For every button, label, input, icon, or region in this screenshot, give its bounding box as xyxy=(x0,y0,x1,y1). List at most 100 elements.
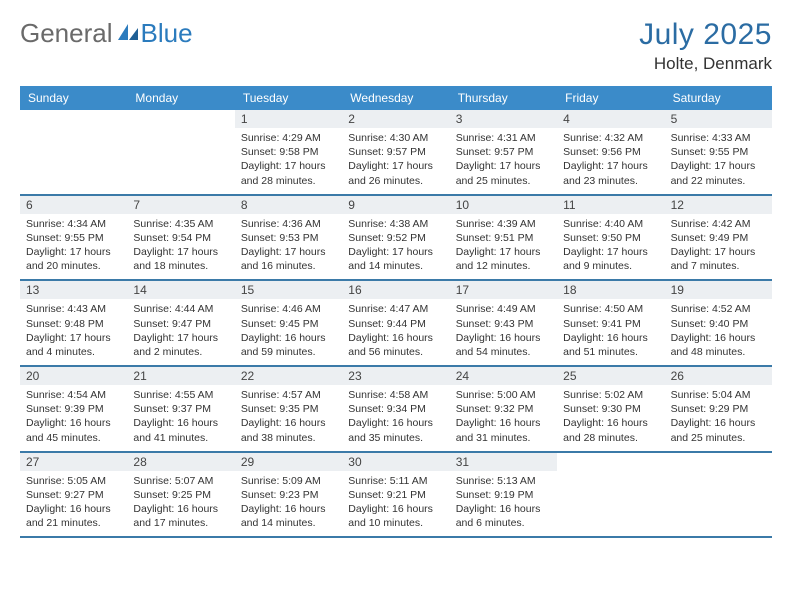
day-cell: 14Sunrise: 4:44 AMSunset: 9:47 PMDayligh… xyxy=(127,281,234,365)
day-number: 5 xyxy=(665,110,772,128)
sunset-text: Sunset: 9:27 PM xyxy=(26,488,121,502)
sunset-text: Sunset: 9:34 PM xyxy=(348,402,443,416)
sunrise-text: Sunrise: 5:11 AM xyxy=(348,474,443,488)
day-details: Sunrise: 4:33 AMSunset: 9:55 PMDaylight:… xyxy=(665,128,772,194)
sunrise-text: Sunrise: 4:47 AM xyxy=(348,302,443,316)
day-number: 31 xyxy=(450,453,557,471)
daylight-text: Daylight: 16 hours and 28 minutes. xyxy=(563,416,658,444)
day-cell: 1Sunrise: 4:29 AMSunset: 9:58 PMDaylight… xyxy=(235,110,342,194)
calendar: SundayMondayTuesdayWednesdayThursdayFrid… xyxy=(20,86,772,538)
sunset-text: Sunset: 9:45 PM xyxy=(241,317,336,331)
day-details: Sunrise: 4:30 AMSunset: 9:57 PMDaylight:… xyxy=(342,128,449,194)
day-number: 26 xyxy=(665,367,772,385)
weekday-header: Tuesday xyxy=(235,86,342,110)
weekday-header: Saturday xyxy=(665,86,772,110)
daylight-text: Daylight: 17 hours and 7 minutes. xyxy=(671,245,766,273)
day-number: 29 xyxy=(235,453,342,471)
day-number: 28 xyxy=(127,453,234,471)
sunrise-text: Sunrise: 5:02 AM xyxy=(563,388,658,402)
daylight-text: Daylight: 16 hours and 17 minutes. xyxy=(133,502,228,530)
day-cell: 27Sunrise: 5:05 AMSunset: 9:27 PMDayligh… xyxy=(20,453,127,537)
day-number: 9 xyxy=(342,196,449,214)
sunset-text: Sunset: 9:57 PM xyxy=(348,145,443,159)
day-cell: 3 Sunrise: 4:31 AMSunset: 9:57 PMDaylight… xyxy=(450,110,557,194)
month-title: July 2025 xyxy=(639,18,772,52)
day-cell: 31Sunrise: 5:13 AMSunset: 9:19 PMDayligh… xyxy=(450,453,557,537)
day-number: 11 xyxy=(557,196,664,214)
day-details: Sunrise: 4:49 AMSunset: 9:43 PMDaylight:… xyxy=(450,299,557,365)
day-number: 8 xyxy=(235,196,342,214)
sunrise-text: Sunrise: 4:52 AM xyxy=(671,302,766,316)
week-row: 6Sunrise: 4:34 AMSunset: 9:55 PMDaylight… xyxy=(20,196,772,282)
sunrise-text: Sunrise: 4:31 AM xyxy=(456,131,551,145)
day-number: 30 xyxy=(342,453,449,471)
daylight-text: Daylight: 16 hours and 56 minutes. xyxy=(348,331,443,359)
logo: General Blue xyxy=(20,18,193,49)
daylight-text: Daylight: 16 hours and 54 minutes. xyxy=(456,331,551,359)
daylight-text: Daylight: 17 hours and 18 minutes. xyxy=(133,245,228,273)
day-number: 2 xyxy=(342,110,449,128)
day-cell: 7Sunrise: 4:35 AMSunset: 9:54 PMDaylight… xyxy=(127,196,234,280)
day-cell: 20Sunrise: 4:54 AMSunset: 9:39 PMDayligh… xyxy=(20,367,127,451)
sunset-text: Sunset: 9:57 PM xyxy=(456,145,551,159)
day-cell: 29Sunrise: 5:09 AMSunset: 9:23 PMDayligh… xyxy=(235,453,342,537)
day-cell: 18Sunrise: 4:50 AMSunset: 9:41 PMDayligh… xyxy=(557,281,664,365)
daylight-text: Daylight: 16 hours and 35 minutes. xyxy=(348,416,443,444)
day-number: 21 xyxy=(127,367,234,385)
sunset-text: Sunset: 9:44 PM xyxy=(348,317,443,331)
day-details: Sunrise: 5:02 AMSunset: 9:30 PMDaylight:… xyxy=(557,385,664,451)
day-details: Sunrise: 5:04 AMSunset: 9:29 PMDaylight:… xyxy=(665,385,772,451)
day-number: 7 xyxy=(127,196,234,214)
sunset-text: Sunset: 9:41 PM xyxy=(563,317,658,331)
daylight-text: Daylight: 17 hours and 14 minutes. xyxy=(348,245,443,273)
day-number: 16 xyxy=(342,281,449,299)
daylight-text: Daylight: 17 hours and 25 minutes. xyxy=(456,159,551,187)
day-cell: 28Sunrise: 5:07 AMSunset: 9:25 PMDayligh… xyxy=(127,453,234,537)
sunrise-text: Sunrise: 4:30 AM xyxy=(348,131,443,145)
calendar-body: 1Sunrise: 4:29 AMSunset: 9:58 PMDaylight… xyxy=(20,110,772,538)
day-details: Sunrise: 5:11 AMSunset: 9:21 PMDaylight:… xyxy=(342,471,449,537)
day-cell: 8Sunrise: 4:36 AMSunset: 9:53 PMDaylight… xyxy=(235,196,342,280)
daylight-text: Daylight: 17 hours and 23 minutes. xyxy=(563,159,658,187)
weekday-header-row: SundayMondayTuesdayWednesdayThursdayFrid… xyxy=(20,86,772,110)
day-number: 1 xyxy=(235,110,342,128)
sunrise-text: Sunrise: 4:49 AM xyxy=(456,302,551,316)
day-cell xyxy=(557,453,664,537)
day-details: Sunrise: 4:32 AMSunset: 9:56 PMDaylight:… xyxy=(557,128,664,194)
day-cell: 11Sunrise: 4:40 AMSunset: 9:50 PMDayligh… xyxy=(557,196,664,280)
day-number: 19 xyxy=(665,281,772,299)
day-details: Sunrise: 4:29 AMSunset: 9:58 PMDaylight:… xyxy=(235,128,342,194)
week-row: 1Sunrise: 4:29 AMSunset: 9:58 PMDaylight… xyxy=(20,110,772,196)
day-cell: 21Sunrise: 4:55 AMSunset: 9:37 PMDayligh… xyxy=(127,367,234,451)
sunset-text: Sunset: 9:58 PM xyxy=(241,145,336,159)
day-number: 18 xyxy=(557,281,664,299)
day-number: 12 xyxy=(665,196,772,214)
day-details: Sunrise: 4:46 AMSunset: 9:45 PMDaylight:… xyxy=(235,299,342,365)
day-details: Sunrise: 5:07 AMSunset: 9:25 PMDaylight:… xyxy=(127,471,234,537)
sunset-text: Sunset: 9:43 PM xyxy=(456,317,551,331)
day-cell: 30Sunrise: 5:11 AMSunset: 9:21 PMDayligh… xyxy=(342,453,449,537)
daylight-text: Daylight: 16 hours and 38 minutes. xyxy=(241,416,336,444)
day-cell xyxy=(127,110,234,194)
sunrise-text: Sunrise: 4:39 AM xyxy=(456,217,551,231)
sunset-text: Sunset: 9:54 PM xyxy=(133,231,228,245)
day-details: Sunrise: 4:43 AMSunset: 9:48 PMDaylight:… xyxy=(20,299,127,365)
daylight-text: Daylight: 17 hours and 26 minutes. xyxy=(348,159,443,187)
sunset-text: Sunset: 9:47 PM xyxy=(133,317,228,331)
daylight-text: Daylight: 16 hours and 48 minutes. xyxy=(671,331,766,359)
day-details: Sunrise: 4:39 AMSunset: 9:51 PMDaylight:… xyxy=(450,214,557,280)
sunset-text: Sunset: 9:48 PM xyxy=(26,317,121,331)
sunset-text: Sunset: 9:23 PM xyxy=(241,488,336,502)
week-row: 13Sunrise: 4:43 AMSunset: 9:48 PMDayligh… xyxy=(20,281,772,367)
day-details: Sunrise: 4:38 AMSunset: 9:52 PMDaylight:… xyxy=(342,214,449,280)
weekday-header: Thursday xyxy=(450,86,557,110)
location: Holte, Denmark xyxy=(639,54,772,74)
logo-sail-icon xyxy=(117,22,139,47)
day-number: 22 xyxy=(235,367,342,385)
day-number: 3 xyxy=(450,110,557,128)
daylight-text: Daylight: 16 hours and 25 minutes. xyxy=(671,416,766,444)
day-cell: 23Sunrise: 4:58 AMSunset: 9:34 PMDayligh… xyxy=(342,367,449,451)
sunset-text: Sunset: 9:49 PM xyxy=(671,231,766,245)
day-cell: 12Sunrise: 4:42 AMSunset: 9:49 PMDayligh… xyxy=(665,196,772,280)
sunrise-text: Sunrise: 4:50 AM xyxy=(563,302,658,316)
